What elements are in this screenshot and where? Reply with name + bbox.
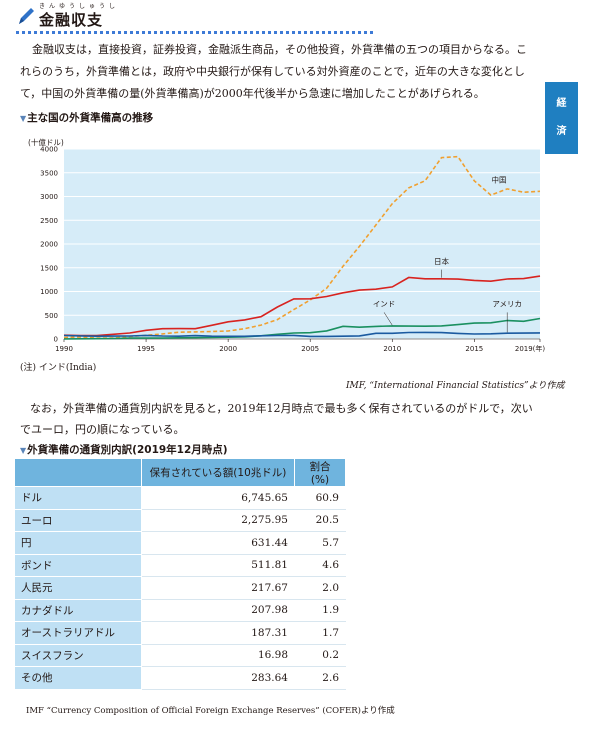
x-tick-label: 2019(年) [515,344,546,353]
chart-section-title: ▼主な国の外貨準備高の推移 [20,110,153,125]
page-title: 金融収支 [39,11,104,29]
y-tick-label: 0 [54,336,58,344]
share-cell: 60.9 [294,486,346,510]
currency-name-cell: ドル [14,486,142,510]
y-tick-label: 3500 [40,169,58,177]
y-tick-label: 3000 [40,193,58,201]
title-underline [16,31,376,34]
table-header-cell [14,458,142,487]
y-axis-label: (十億ドル) [28,137,64,147]
intro-line: れらのうち，外貨準備とは，政府や中央銀行が保有している対外資産のことで，近年の大… [20,65,525,78]
y-tick-label: 1000 [40,288,58,296]
x-tick-label: 1995 [137,345,155,353]
share-cell: 20.5 [294,508,346,532]
y-tick-label: 4000 [40,146,58,154]
share-cell: 5.7 [294,531,346,555]
side-tab-economy[interactable]: 経 済 [545,82,578,154]
x-tick-label: 2005 [301,345,319,353]
mid-line: でユーロ，円の順になっている。 [20,423,185,436]
series-label: 日本 [434,256,449,266]
currency-name-cell: 人民元 [14,576,142,600]
amount-cell: 6,745.65 [141,486,295,510]
pen-icon [19,8,34,24]
table-header-cell: 割合(%) [294,458,346,487]
table-row: スイスフラン 16.98 0.2 [14,643,346,667]
currency-name-cell: スイスフラン [14,643,142,667]
y-tick-label: 2500 [40,217,58,225]
section-header: きんゆうしゅうし 金融収支 [16,3,376,34]
table-section-title-text: 外貨準備の通貨別内訳(2019年12月時点) [27,444,228,456]
amount-cell: 217.67 [141,576,295,600]
series-label: インド [373,300,396,309]
table-row: ドル 6,745.65 60.9 [14,486,346,510]
table-row: 円 631.44 5.7 [14,531,346,555]
table-header-row: 保有されている額(10兆ドル) 割合(%) [14,458,346,487]
table-row: 人民元 217.67 2.0 [14,576,346,600]
share-cell: 0.2 [294,643,346,667]
amount-cell: 187.31 [141,621,295,645]
share-cell: 4.6 [294,553,346,577]
side-tab-char: 経 [556,98,567,109]
currency-name-cell: 円 [14,531,142,555]
triangle-icon: ▼ [20,114,27,123]
share-cell: 2.0 [294,576,346,600]
series-line-2 [63,317,541,340]
amount-cell: 631.44 [141,531,295,555]
amount-cell: 283.64 [141,666,295,690]
side-tab-char: 済 [556,126,567,137]
series-label: 中国 [491,174,506,184]
x-tick-label: 2015 [465,345,483,353]
currency-name-cell: カナダドル [14,598,142,622]
currency-name-cell: ポンド [14,553,142,577]
amount-cell: 2,275.95 [141,508,295,532]
table-row: オーストラリアドル 187.31 1.7 [14,621,346,645]
x-tick-label: 2000 [219,345,237,353]
y-tick-label: 1500 [40,264,58,272]
title-ruby: きんゆうしゅうし [39,3,120,10]
share-cell: 1.9 [294,598,346,622]
currency-name-cell: ユーロ [14,508,142,532]
x-tick-label: 1990 [55,345,73,353]
currency-name-cell: オーストラリアドル [14,621,142,645]
y-tick-label: 500 [45,312,58,320]
table-row: ユーロ 2,275.95 20.5 [14,508,346,532]
series-line-1 [63,275,541,337]
x-tick-label: 2010 [383,345,401,353]
table-source: IMF “Currency Composition of Official Fo… [26,706,395,716]
table-row: カナダドル 207.98 1.9 [14,598,346,622]
table-row: ポンド 511.81 4.6 [14,553,346,577]
share-cell: 2.6 [294,666,346,690]
amount-cell: 511.81 [141,553,295,577]
series-line-3 [63,331,541,338]
mid-line: なお，外貨準備の通貨別内訳を見ると，2019年12月時点で最も多く保有されている… [30,402,533,415]
chart-section-title-text: 主な国の外貨準備高の推移 [27,112,154,124]
currency-name-cell: その他 [14,666,142,690]
table-section-title: ▼外貨準備の通貨別内訳(2019年12月時点) [20,442,228,457]
reserves-line-chart: 0 500 1000 1500 2000 2500 3000 3500 4000 1990 199… [28,137,546,353]
chart-note: (注) インド(India) [20,363,97,373]
table-header-cell: 保有されている額(10兆ドル) [141,458,295,487]
amount-cell: 16.98 [141,643,295,667]
table-row: その他 283.64 2.6 [14,666,346,690]
intro-line: 金融収支は，直接投資，証券投資，金融派生商品，その他投資，外貨準備の五つの項目か… [32,43,527,56]
currency-table: 保有されている額(10兆ドル) 割合(%) ドル 6,745.65 60.9 ユーロ 2… [14,458,346,690]
share-cell: 1.7 [294,621,346,645]
intro-line: て，中国の外貨準備の量(外貨準備高)が2000年代後半から急速に増加したことがあ… [20,87,485,100]
triangle-icon: ▼ [20,446,27,455]
amount-cell: 207.98 [141,598,295,622]
y-tick-label: 2000 [40,241,58,249]
chart-source: IMF, “International Financial Statistics… [346,381,565,391]
series-label: アメリカ [492,300,522,309]
leader-line [383,312,393,326]
